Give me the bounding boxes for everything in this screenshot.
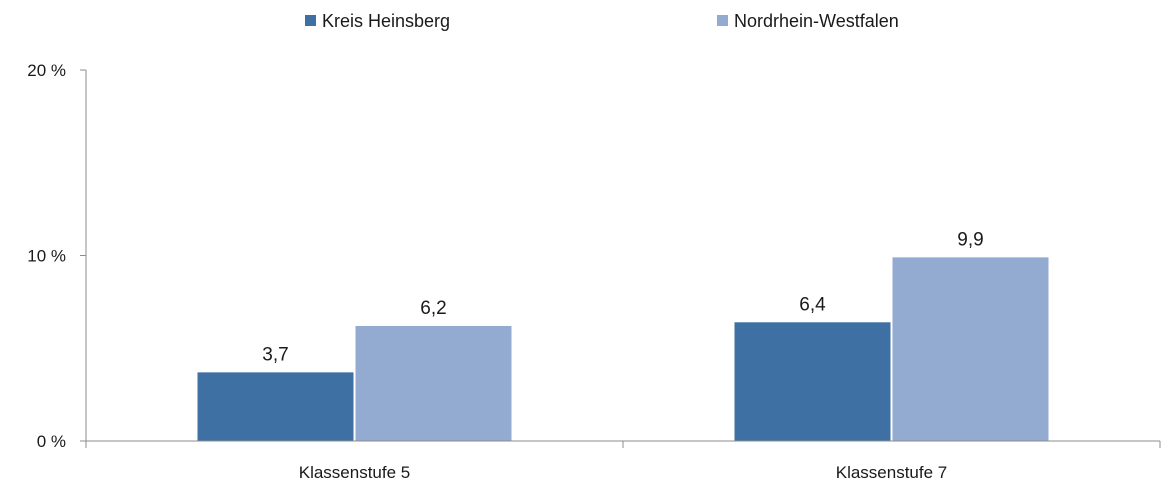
data-label: 3,7 xyxy=(262,344,288,365)
legend-swatch xyxy=(305,15,316,26)
x-axis: Klassenstufe 5 Klassenstufe 7 xyxy=(85,440,1161,482)
legend-label: Kreis Heinsberg xyxy=(322,11,450,31)
data-label: 6,4 xyxy=(799,294,826,315)
legend: Kreis Heinsberg Nordrhein-Westfalen xyxy=(305,11,899,31)
legend-label: Nordrhein-Westfalen xyxy=(734,11,899,31)
x-tick-label: Klassenstufe 7 xyxy=(836,463,948,482)
bars: 3,7 6,2 6,4 9,9 xyxy=(197,229,1049,441)
x-tick-label: Klassenstufe 5 xyxy=(299,463,411,482)
bar xyxy=(892,257,1049,441)
bar xyxy=(355,325,512,441)
legend-swatch xyxy=(717,15,728,26)
bar xyxy=(197,372,354,441)
data-label: 9,9 xyxy=(957,229,983,250)
y-axis: 0 % 10 % 20 % xyxy=(27,61,87,451)
y-tick-label: 0 % xyxy=(37,432,66,451)
data-label: 6,2 xyxy=(420,298,446,319)
y-tick-label: 20 % xyxy=(27,61,66,80)
bar xyxy=(734,322,891,441)
y-tick-label: 10 % xyxy=(27,247,66,266)
